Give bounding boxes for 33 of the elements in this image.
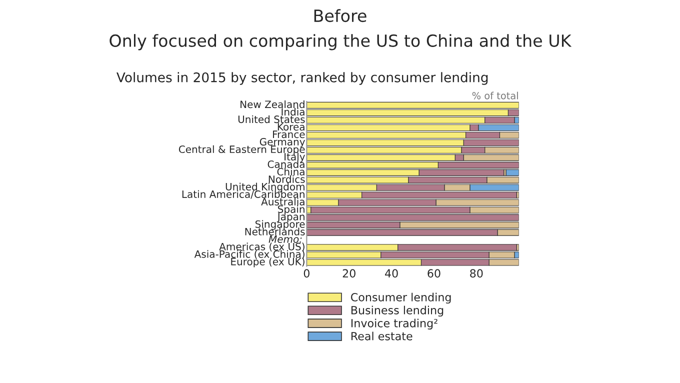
y-tick-label: Canada bbox=[268, 160, 304, 168]
x-tick-label: 0 bbox=[304, 269, 310, 278]
x-tick-label: 40 bbox=[385, 269, 398, 278]
y-tick-label: Central & Eastern Europe bbox=[178, 145, 305, 155]
y-tick-label: France bbox=[273, 130, 305, 138]
y-tick-label: Nordics bbox=[268, 175, 305, 183]
y-tick-label: Europe (ex UK) bbox=[231, 258, 304, 268]
y-tick-label: Latin America/Caribbean bbox=[182, 190, 304, 199]
x-tick-label: 20 bbox=[342, 269, 356, 278]
chart-subtitle: Only focused on comparing the US to China and the UK bbox=[110, 34, 572, 50]
y-tick-label: Asia-Pacific (ex China) bbox=[194, 250, 304, 260]
y-tick-label: Germany bbox=[260, 138, 305, 148]
y-tick-label: India bbox=[282, 108, 304, 116]
legend-label: Business lending bbox=[351, 306, 444, 317]
y-tick-label: Australia bbox=[261, 198, 304, 206]
y-tick-label: Singapore bbox=[256, 220, 305, 230]
legend-label: Invoice trading² bbox=[351, 318, 438, 330]
legend-label: Consumer lending bbox=[351, 292, 451, 304]
chart-title: Before bbox=[314, 9, 366, 22]
x-tick-label: 60 bbox=[428, 269, 440, 278]
text: Memo: bbox=[268, 235, 302, 243]
y-tick-label: Italy bbox=[284, 152, 305, 162]
y-tick-label: Korea bbox=[278, 123, 304, 131]
text: % of total bbox=[472, 92, 518, 100]
x-tick-label: 80 bbox=[470, 269, 483, 278]
legend-label: Real estate bbox=[351, 332, 412, 340]
y-tick-label: Spain bbox=[278, 205, 304, 215]
text: Volumes in 2015 by sector, ranked by consumer lending bbox=[116, 72, 488, 85]
y-tick-label: Netherlands bbox=[245, 228, 305, 236]
y-tick-label: China bbox=[277, 168, 304, 176]
y-tick-label: United States bbox=[238, 115, 305, 124]
y-tick-label: New Zealand bbox=[240, 100, 304, 108]
y-tick-label: Japan bbox=[276, 212, 304, 222]
